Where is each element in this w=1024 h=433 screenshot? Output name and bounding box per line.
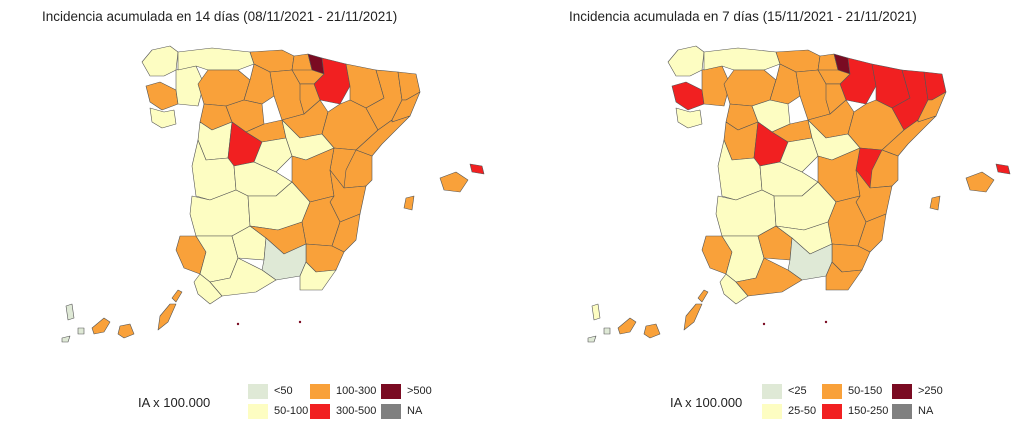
map-title: Incidencia acumulada en 14 días (08/11/2… (42, 9, 398, 24)
province-almeria (825, 261, 863, 291)
legend-swatch (310, 404, 330, 419)
province-menorca (995, 163, 1011, 175)
map-panel-7-days: Incidencia acumulada en 7 días (15/11/20… (512, 0, 1024, 433)
legend-swatch (248, 404, 268, 419)
province-la-gomera (603, 327, 611, 335)
legend-swatch (381, 384, 401, 399)
legend-swatch (310, 384, 330, 399)
legend-swatch (762, 384, 782, 399)
province-ibiza (403, 195, 415, 211)
autonomous-city-dot (824, 320, 828, 324)
province-alicante (331, 213, 361, 253)
legend-swatch (762, 404, 782, 419)
province-ibiza (929, 195, 941, 211)
province-el-hierro (61, 335, 71, 343)
autonomous-city-dot (298, 320, 302, 324)
spain-province-map (587, 45, 1011, 343)
province-lanzarote (697, 289, 709, 303)
province-malaga (735, 257, 803, 297)
legend-swatch (381, 404, 401, 419)
province-tenerife (91, 317, 111, 335)
province-madrid (253, 137, 293, 173)
province-mallorca (439, 171, 469, 193)
province-menorca (469, 163, 485, 175)
province-lanzarote (171, 289, 183, 303)
spain-province-map (61, 45, 485, 343)
legend-title: IA x 100.000 (670, 395, 743, 410)
province-malaga (209, 257, 277, 297)
map-panel-14-days: Incidencia acumulada en 14 días (08/11/2… (42, 9, 485, 419)
legend-title: IA x 100.000 (138, 395, 211, 410)
province-galicia-n (667, 45, 705, 77)
province-gran-canaria (117, 323, 135, 339)
province-la-palma (591, 303, 601, 321)
province-madrid (779, 137, 819, 173)
legend-swatch (892, 404, 912, 419)
province-galicia-s (149, 107, 177, 129)
province-galicia-w (671, 81, 705, 111)
map-legend: IA x 100.000 <25 25-50 50-150 150-250 >2… (670, 384, 943, 419)
legend-swatch (248, 384, 268, 399)
autonomous-city-dot (236, 322, 240, 326)
province-mallorca (965, 171, 995, 193)
province-la-palma (65, 303, 75, 321)
province-alicante (857, 213, 887, 253)
map-legend: IA x 100.000 <50 50-100 100-300 300-500 … (138, 384, 432, 419)
province-galicia-s (675, 107, 703, 129)
province-galicia-n (141, 45, 179, 77)
legend-swatch (822, 384, 842, 399)
province-tenerife (617, 317, 637, 335)
autonomous-city-dot (762, 322, 766, 326)
province-almeria (299, 261, 337, 291)
province-galicia-w (145, 81, 179, 111)
province-la-rioja (825, 83, 847, 115)
province-la-gomera (77, 327, 85, 335)
province-gran-canaria (643, 323, 661, 339)
province-la-rioja (299, 83, 321, 115)
legend-swatch (892, 384, 912, 399)
legend-swatch (822, 404, 842, 419)
province-fuerteventura (683, 303, 703, 331)
province-fuerteventura (157, 303, 177, 331)
province-el-hierro (587, 335, 597, 343)
map-title: Incidencia acumulada en 7 días (15/11/20… (569, 9, 917, 24)
province-asturias (177, 47, 255, 71)
province-asturias (703, 47, 781, 71)
